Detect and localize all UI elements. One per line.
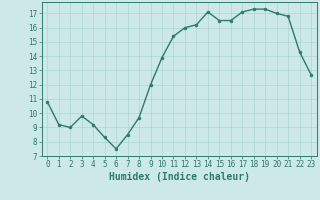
X-axis label: Humidex (Indice chaleur): Humidex (Indice chaleur) [109, 172, 250, 182]
